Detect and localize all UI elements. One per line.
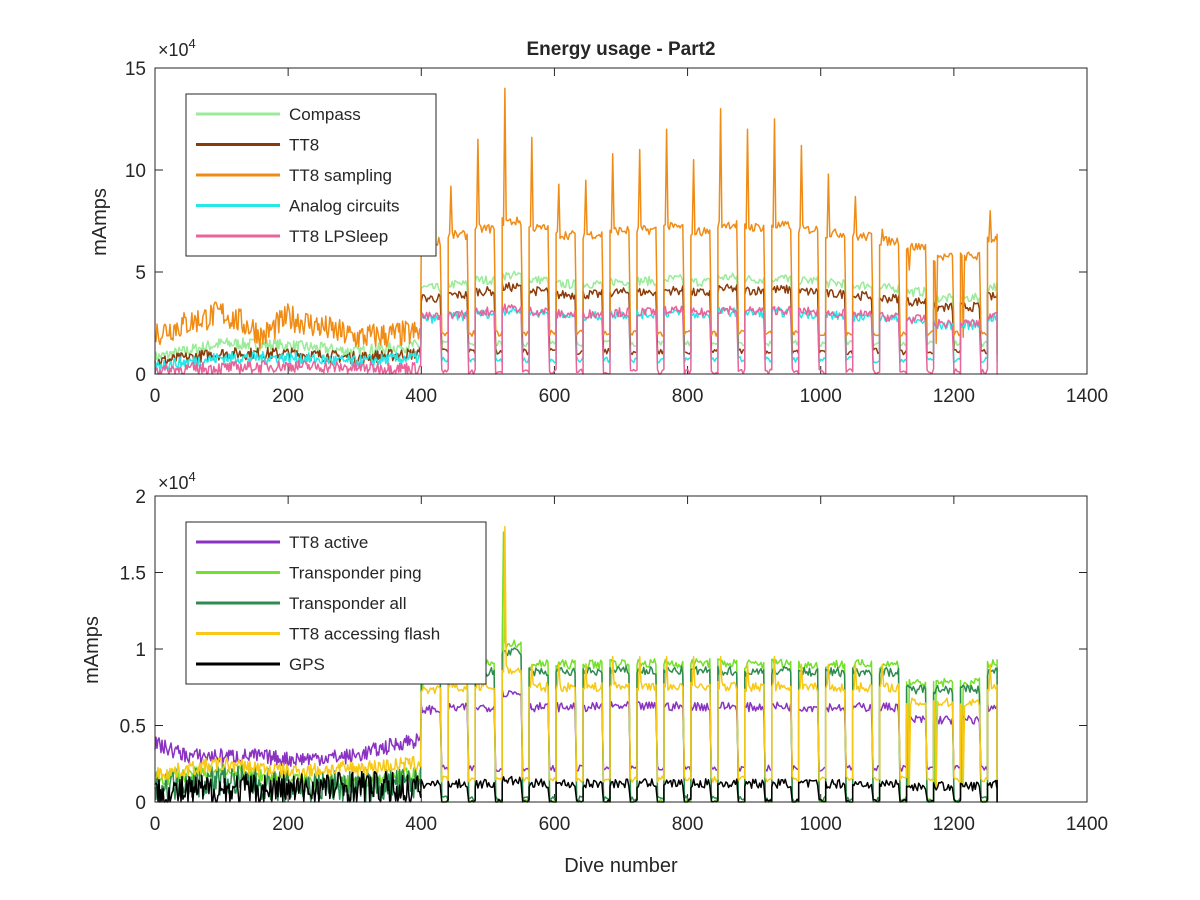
series-line-gps xyxy=(154,770,998,803)
top-y-tick-label: 10 xyxy=(125,161,146,182)
legend-label-tt8-active: TT8 active xyxy=(289,533,368,552)
bottom-tick-labels: 0 200 400 600 800 1000 1200 1400 0 0.5 1 1.5 2 xyxy=(120,487,1109,835)
top-x-tick-label: 1400 xyxy=(1066,386,1108,407)
legend-label-tt8-accessing-flash: TT8 accessing flash xyxy=(289,625,440,644)
top-x-tick-label: 200 xyxy=(272,386,304,407)
series-line-tt8-sampling xyxy=(154,87,998,350)
series-line-tt8-active xyxy=(154,688,998,773)
bottom-y-axis-label: mAmps xyxy=(81,616,103,684)
bottom-y-tick-label: 1.5 xyxy=(120,564,146,585)
top-x-tick-label: 600 xyxy=(539,386,571,407)
energy-usage-bottom-axes: ×104 mAmps Dive number 0 200 400 600 800 1000… xyxy=(81,469,1108,877)
top-x-tick-label: 1200 xyxy=(933,386,975,407)
series-line-analog-circuits xyxy=(154,305,998,372)
bottom-x-tick-label: 200 xyxy=(272,814,304,835)
bottom-y-tick-label: 2 xyxy=(135,487,146,508)
top-y-tick-label: 15 xyxy=(125,59,146,80)
top-y-tick-label: 5 xyxy=(135,263,146,284)
legend-label-tt8-lpsleep: TT8 LPSleep xyxy=(289,227,388,246)
legend-label-tt8-sampling: TT8 sampling xyxy=(289,166,392,185)
bottom-x-tick-label: 600 xyxy=(539,814,571,835)
series-line-tt8-lpsleep xyxy=(154,303,998,375)
bottom-x-tick-label: 800 xyxy=(672,814,704,835)
bottom-x-tick-label: 1000 xyxy=(800,814,842,835)
series-line-tt8-accessing-flash xyxy=(154,525,998,788)
top-x-tick-label: 800 xyxy=(672,386,704,407)
bottom-x-tick-label: 0 xyxy=(150,814,161,835)
bottom-plot-area xyxy=(154,525,998,803)
top-legend: Compass TT8 TT8 sampling Analog circuits TT8… xyxy=(185,93,437,257)
bottom-y-tick-label: 0.5 xyxy=(120,717,146,738)
top-x-tick-label: 0 xyxy=(150,386,161,407)
legend-label-transponder-ping: Transponder ping xyxy=(289,564,422,583)
bottom-x-tick-label: 1200 xyxy=(933,814,975,835)
bottom-y-tick-label: 0 xyxy=(135,793,146,814)
bottom-y-tick-label: 1 xyxy=(135,640,146,661)
top-x-tick-label: 1000 xyxy=(800,386,842,407)
top-plot-area xyxy=(154,87,998,375)
bottom-exponent-label: ×104 xyxy=(158,469,196,493)
legend-label-gps: GPS xyxy=(289,655,325,674)
top-tick-labels: 0 200 400 600 800 1000 1200 1400 0 5 10 15 xyxy=(125,59,1108,407)
legend-label-transponder-all: Transponder all xyxy=(289,594,407,613)
bottom-axes-box xyxy=(154,495,1088,803)
bottom-x-tick-label: 400 xyxy=(405,814,437,835)
chart-title: Energy usage - Part2 xyxy=(526,39,715,60)
bottom-legend: TT8 active Transponder ping Transponder al… xyxy=(185,521,487,685)
legend-label-analog-circuits: Analog circuits xyxy=(289,197,400,216)
top-exponent-power: 4 xyxy=(189,36,196,51)
bottom-exponent-power: 4 xyxy=(189,469,196,484)
top-y-tick-label: 0 xyxy=(135,365,146,386)
legend-label-tt8: TT8 xyxy=(289,136,319,155)
top-y-axis-label: mAmps xyxy=(89,188,111,256)
series-line-transponder-ping xyxy=(154,531,998,803)
legend-label-compass: Compass xyxy=(289,105,361,124)
top-exponent-label: ×104 xyxy=(158,36,196,60)
top-axes-box xyxy=(154,67,1088,375)
bottom-x-tick-label: 1400 xyxy=(1066,814,1108,835)
energy-usage-top-axes: Energy usage - Part2 ×104 mAmps 0 200 400 6… xyxy=(89,36,1108,407)
x-axis-label: Dive number xyxy=(564,855,678,877)
top-x-tick-label: 400 xyxy=(405,386,437,407)
